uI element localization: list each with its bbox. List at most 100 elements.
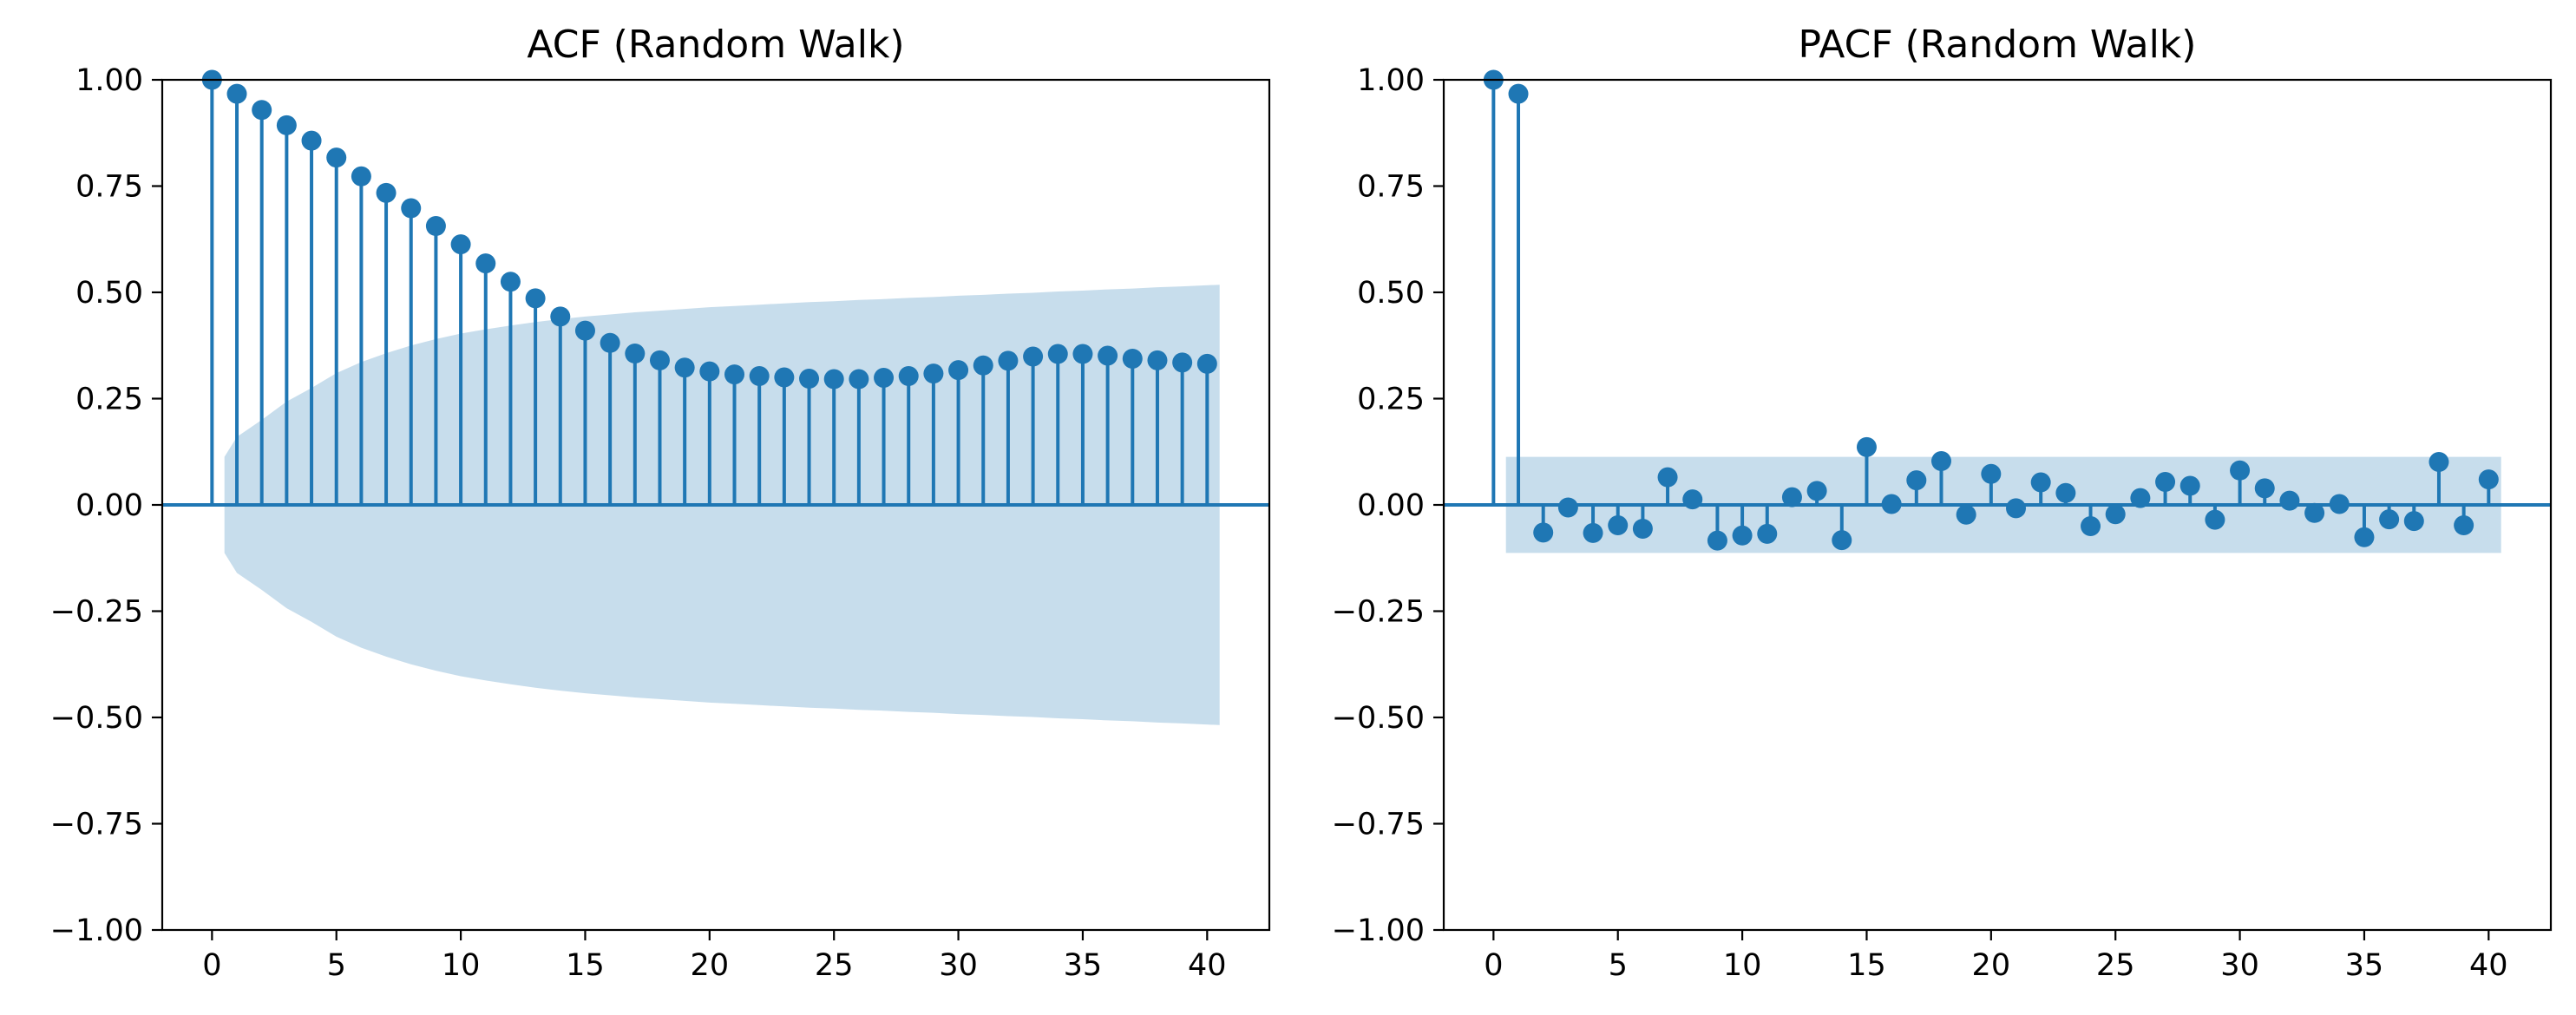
acf-marker-lag-31 xyxy=(973,355,993,376)
acf-x-tick-label: 35 xyxy=(1064,948,1103,983)
pacf-marker-lag-8 xyxy=(1682,489,1703,510)
pacf-marker-lag-6 xyxy=(1632,518,1653,539)
pacf-marker-lag-19 xyxy=(1956,504,1976,525)
pacf-marker-lag-36 xyxy=(2379,509,2400,530)
acf-marker-lag-3 xyxy=(276,115,297,135)
pacf-y-tick-label: 0.50 xyxy=(1357,276,1425,311)
acf-marker-lag-27 xyxy=(874,367,895,388)
pacf-marker-lag-29 xyxy=(2205,509,2225,530)
acf-y-tick-label: 1.00 xyxy=(75,63,143,98)
pacf-x-tick-label: 15 xyxy=(1847,948,1886,983)
pacf-y-tick-label: 0.25 xyxy=(1357,383,1425,417)
pacf-y-tick-label: 1.00 xyxy=(1357,63,1425,98)
pacf-marker-lag-26 xyxy=(2130,488,2151,508)
acf-x-tick-label: 0 xyxy=(202,948,221,983)
acf-marker-lag-40 xyxy=(1196,353,1217,374)
pacf-marker-lag-34 xyxy=(2329,494,2350,514)
acf-marker-lag-35 xyxy=(1072,344,1093,364)
pacf-x-tick-label: 35 xyxy=(2345,948,2384,983)
acf-marker-lag-33 xyxy=(1023,346,1044,367)
acf-x-tick-label: 20 xyxy=(691,948,730,983)
pacf-plot-area xyxy=(1444,80,2551,553)
acf-x-tick-label: 10 xyxy=(442,948,481,983)
acf-marker-lag-37 xyxy=(1122,348,1143,369)
pacf-y-tick-label: 0.75 xyxy=(1357,170,1425,205)
acf-y-tick-label: 0.50 xyxy=(75,276,143,311)
pacf-marker-lag-38 xyxy=(2429,452,2449,473)
pacf-marker-lag-27 xyxy=(2155,472,2176,493)
pacf-y-tick-label: −0.50 xyxy=(1332,701,1425,736)
acf-marker-lag-32 xyxy=(998,350,1019,371)
pacf-x-tick-label: 30 xyxy=(2220,948,2259,983)
pacf-x-tick-label: 25 xyxy=(2096,948,2135,983)
acf-marker-lag-34 xyxy=(1047,344,1068,364)
acf-chart-title: ACF (Random Walk) xyxy=(527,23,904,67)
acf-y-tick-label: −0.25 xyxy=(50,595,143,630)
pacf-marker-lag-13 xyxy=(1806,481,1827,501)
acf-marker-lag-36 xyxy=(1098,345,1118,366)
pacf-y-tick-label: −1.00 xyxy=(1332,914,1425,948)
pacf-marker-lag-21 xyxy=(2006,498,2027,519)
acf-x-tick-label: 30 xyxy=(939,948,978,983)
pacf-chart-title: PACF (Random Walk) xyxy=(1799,23,2197,67)
acf-marker-lag-13 xyxy=(525,288,546,309)
acf-plot-area xyxy=(162,80,1269,725)
pacf-y-tick-label: 0.00 xyxy=(1357,488,1425,523)
pacf-marker-lag-9 xyxy=(1707,530,1727,551)
acf-marker-lag-22 xyxy=(749,366,770,387)
pacf-marker-lag-31 xyxy=(2254,478,2275,499)
acf-x-tick-label: 25 xyxy=(815,948,854,983)
acf-marker-lag-17 xyxy=(625,344,646,364)
pacf-panel: 0 5 10 15 20 25 30 35 40 1.00 0.75 0.50 0.25 0.00 −0.2… xyxy=(1332,23,2553,983)
acf-marker-lag-8 xyxy=(401,198,422,219)
pacf-marker-lag-10 xyxy=(1732,525,1753,546)
acf-y-tick-label: −1.00 xyxy=(50,914,143,948)
pacf-marker-lag-17 xyxy=(1906,470,1927,491)
pacf-marker-lag-28 xyxy=(2179,475,2200,496)
pacf-marker-lag-4 xyxy=(1583,522,1603,543)
acf-marker-lag-6 xyxy=(351,166,371,187)
acf-marker-lag-38 xyxy=(1147,350,1168,370)
acf-y-tick-label: 0.75 xyxy=(75,170,143,205)
pacf-y-tick-label: −0.75 xyxy=(1332,808,1425,842)
pacf-marker-lag-20 xyxy=(1981,463,2002,484)
acf-marker-lag-21 xyxy=(724,364,745,385)
acf-panel: 0 5 10 15 20 25 30 35 40 1.00 0.75 0.50 0.25 0.00 −0.2… xyxy=(50,23,1271,983)
pacf-marker-lag-16 xyxy=(1881,494,1902,514)
acf-marker-lag-24 xyxy=(799,368,820,389)
pacf-y-tick-label: −0.25 xyxy=(1332,595,1425,630)
acf-marker-lag-1 xyxy=(226,83,247,104)
pacf-marker-lag-24 xyxy=(2081,516,2101,536)
pacf-marker-lag-22 xyxy=(2030,472,2051,493)
acf-marker-lag-16 xyxy=(600,332,620,353)
pacf-marker-lag-1 xyxy=(1508,83,1529,104)
acf-marker-lag-29 xyxy=(923,363,944,384)
acf-marker-lag-25 xyxy=(823,369,844,390)
pacf-marker-lag-23 xyxy=(2055,482,2076,503)
acf-marker-lag-5 xyxy=(326,147,347,168)
acf-marker-lag-9 xyxy=(425,216,446,237)
pacf-marker-lag-32 xyxy=(2279,490,2300,511)
pacf-x-tick-label: 40 xyxy=(2469,948,2508,983)
pacf-marker-lag-25 xyxy=(2105,504,2126,525)
pacf-x-tick-label: 20 xyxy=(1972,948,2011,983)
pacf-x-tick-label: 0 xyxy=(1484,948,1503,983)
acf-marker-lag-28 xyxy=(898,366,919,387)
acf-marker-lag-39 xyxy=(1172,352,1193,373)
pacf-marker-lag-5 xyxy=(1608,515,1629,536)
acf-marker-lag-7 xyxy=(376,182,397,203)
pacf-marker-lag-30 xyxy=(2230,460,2251,481)
acf-marker-lag-19 xyxy=(674,357,695,378)
acf-y-tick-label: 0.00 xyxy=(75,488,143,523)
acf-marker-lag-30 xyxy=(948,360,969,381)
pacf-marker-lag-2 xyxy=(1533,522,1554,543)
acf-x-tick-label: 40 xyxy=(1188,948,1227,983)
pacf-marker-lag-39 xyxy=(2454,515,2474,536)
acf-marker-lag-14 xyxy=(550,306,571,327)
acf-marker-lag-4 xyxy=(301,130,322,151)
acf-y-tick-label: 0.25 xyxy=(75,383,143,417)
acf-marker-lag-23 xyxy=(774,367,795,388)
acf-x-tick-label: 15 xyxy=(566,948,605,983)
acf-marker-lag-15 xyxy=(574,320,595,341)
